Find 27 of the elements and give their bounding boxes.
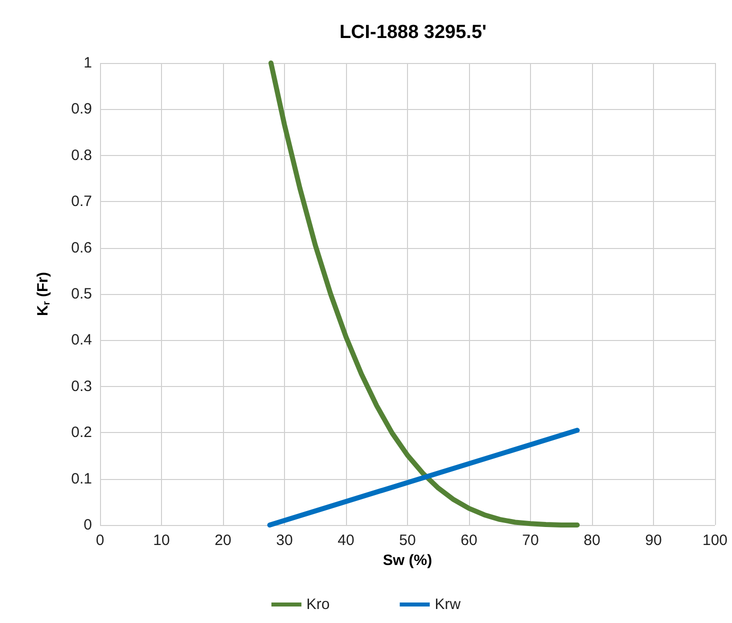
y-tick-label: 0.7	[71, 193, 92, 210]
y-tick-label: 0.4	[71, 332, 92, 349]
y-tick-label: 0.3	[71, 378, 92, 395]
x-tick-label: 80	[584, 532, 600, 549]
y-tick-label: 0.6	[71, 239, 92, 256]
x-tick-label: 30	[276, 532, 293, 549]
y-tick-label: 0.2	[71, 424, 92, 442]
x-tick-label: 100	[702, 532, 728, 549]
x-axis-title: Sw (%)	[382, 552, 432, 569]
x-tick-label: 70	[522, 532, 539, 549]
x-tick-label: 10	[153, 532, 170, 549]
y-tick-label: 1	[84, 54, 92, 72]
y-tick-label: 0.1	[71, 470, 92, 488]
chart-title: LCI-1888 3295.5'	[339, 22, 487, 43]
y-tick-label: 0.5	[71, 286, 92, 302]
y-tick-label: 0	[84, 516, 92, 534]
y-axis-title: Kr (Fr)	[34, 272, 52, 316]
legend-label: Krw	[434, 596, 461, 613]
x-tick-label: 50	[399, 532, 416, 549]
x-tick-label: 90	[645, 532, 662, 549]
y-tick-label: 0.9	[71, 100, 92, 118]
x-tick-label: 20	[214, 532, 232, 549]
x-tick-label: 40	[338, 532, 354, 549]
x-tick-label: 0	[96, 532, 104, 549]
x-tick-label: 60	[460, 532, 478, 549]
legend-label: Kro	[306, 596, 330, 613]
y-tick-label: 0.8	[71, 146, 92, 164]
